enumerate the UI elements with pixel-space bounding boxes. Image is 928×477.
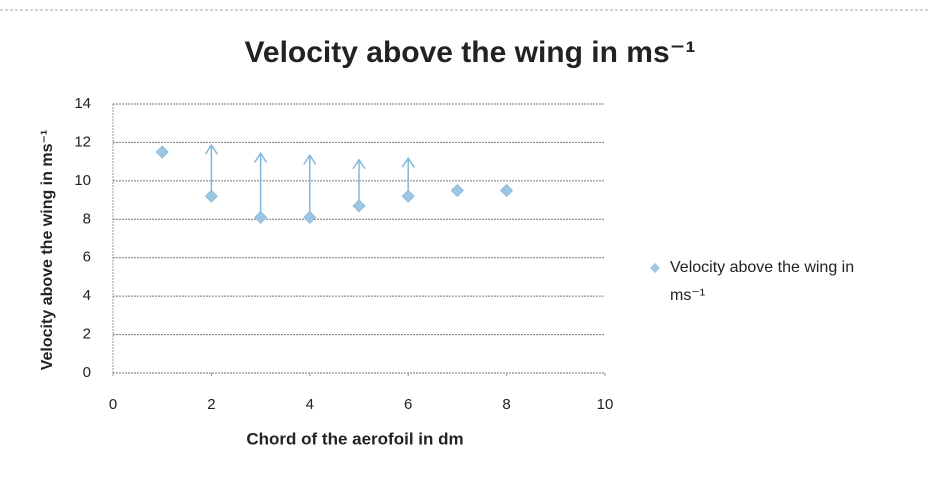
y-tick-label: 2 [83, 326, 91, 343]
chart-title: Velocity above the wing in ms⁻¹ [245, 36, 696, 69]
point [155, 145, 169, 159]
y-tick-label: 6 [83, 249, 91, 266]
point [401, 189, 415, 203]
x-tick-label: 8 [502, 396, 510, 413]
point [500, 183, 514, 198]
legend-line: Velocity above the wing in [670, 259, 854, 276]
annotation-arrow [253, 152, 268, 212]
y-axis-label: Velocity above the wing in ms⁻¹ [39, 130, 56, 371]
x-axis-label: Chord of the aerofoil in dm [246, 429, 463, 448]
legend-label: Velocity above the wing in ms⁻¹ [670, 259, 854, 304]
annotation-arrow [401, 156, 415, 191]
legend-line: ms⁻¹ [670, 287, 705, 304]
annotation-arrow [204, 143, 219, 191]
y-tick-label: 12 [74, 133, 91, 150]
point [303, 210, 317, 224]
x-tick-label: 10 [597, 396, 614, 413]
x-tick-label: 4 [306, 396, 314, 413]
point [254, 210, 268, 224]
y-tick-label: 4 [83, 287, 91, 304]
x-tick-label: 0 [109, 396, 117, 413]
x-tick-label: 2 [207, 396, 215, 413]
y-tick-label: 0 [83, 364, 91, 381]
y-tick-label: 8 [83, 210, 91, 227]
point [450, 183, 464, 198]
y-tick-label: 10 [74, 172, 91, 189]
annotation-arrow [352, 158, 366, 200]
legend-marker [650, 263, 660, 273]
annotation-arrow [303, 154, 317, 212]
point [204, 189, 218, 203]
y-tick-label: 14 [74, 95, 91, 112]
point [352, 199, 366, 213]
x-tick-label: 6 [404, 396, 412, 413]
